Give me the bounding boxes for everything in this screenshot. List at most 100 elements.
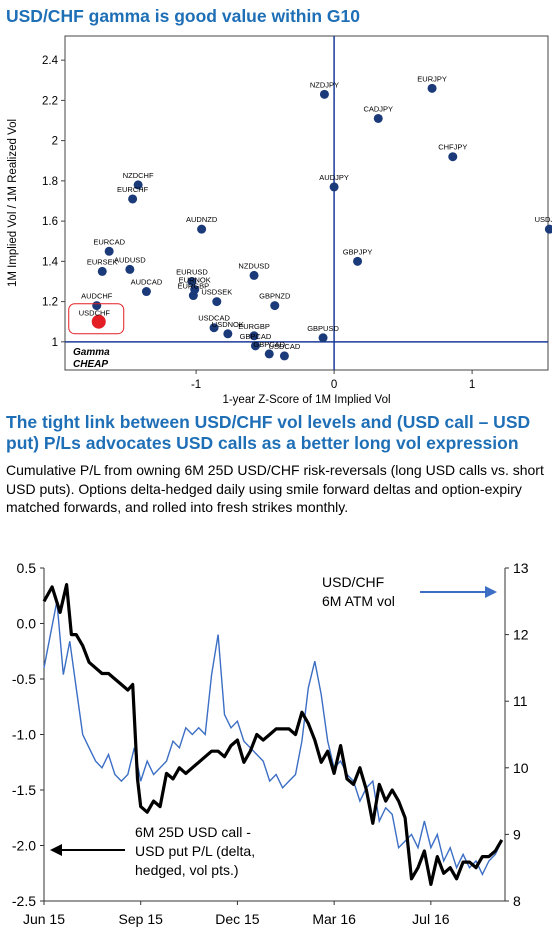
- data-point: [133, 180, 143, 190]
- data-point: [97, 266, 107, 276]
- right-tick-label: 13: [513, 560, 529, 576]
- data-point: [197, 224, 207, 234]
- point-label: USDCHF: [79, 309, 111, 318]
- highlight-box: [68, 303, 125, 335]
- y-tick-label: 2.2: [42, 95, 58, 107]
- y-tick-label: 1.2: [42, 297, 58, 309]
- data-point: [448, 152, 458, 162]
- point-label: EURGBP: [177, 282, 209, 291]
- x-tick-label: 0: [331, 379, 337, 391]
- data-point: [373, 113, 383, 123]
- point-label: USDCAD: [269, 342, 301, 351]
- data-point: [104, 246, 114, 256]
- left-tick-label: 0.0: [17, 616, 37, 632]
- point-label: EURNOK: [179, 276, 211, 285]
- point-label: GBPNZD: [259, 292, 291, 301]
- y-tick-label: 2.4: [42, 55, 59, 67]
- plot-frame: [64, 35, 549, 371]
- series-line-pl: [42, 583, 504, 886]
- x-tick-label: -1: [191, 379, 201, 391]
- data-point: [329, 182, 339, 192]
- point-label: AUDCAD: [131, 278, 163, 287]
- data-point: [319, 89, 329, 99]
- right-tick-label: 12: [513, 627, 529, 643]
- point-label: USDSEK: [201, 288, 232, 297]
- point-label: EURGBP: [238, 322, 270, 331]
- x-axis-label: 1-year Z-Score of 1M Implied Vol: [222, 394, 390, 406]
- point-label: EURCAD: [93, 237, 125, 246]
- point-label: AUDNZD: [186, 215, 218, 224]
- right-tick-label: 8: [513, 893, 521, 909]
- left-tick-label: -1.0: [12, 727, 36, 743]
- data-point: [427, 83, 437, 93]
- line-chart-title: The tight link between USD/CHF vol level…: [6, 412, 531, 453]
- left-tick-label: -2.5: [12, 893, 36, 909]
- y-axis-label: 1M Implied Vol / 1M Realized Vol: [7, 119, 19, 287]
- y-tick-label: 1.4: [42, 256, 59, 268]
- data-point: [187, 276, 197, 286]
- left-tick-label: -0.5: [12, 671, 36, 687]
- x-tick-label: 1: [469, 379, 475, 391]
- pl-arrow-head: [50, 844, 62, 856]
- right-tick-label: 11: [513, 693, 528, 709]
- point-label: GBPCAD: [240, 332, 272, 341]
- y-tick-label: 2: [52, 136, 58, 148]
- vol-arrow-head: [485, 586, 497, 598]
- series-line-vol: [43, 601, 503, 877]
- left-tick-label: 0.5: [17, 560, 37, 576]
- point-label: USDNOK: [212, 320, 244, 329]
- data-point: [223, 329, 233, 339]
- annotation-line: CHEAP: [73, 359, 108, 370]
- right-tick-label: 10: [513, 760, 529, 776]
- x-tick-label: Jun 15: [23, 911, 65, 927]
- x-tick-label: Jul 16: [412, 911, 450, 927]
- left-tick-label: -1.5: [12, 782, 36, 798]
- data-point: [544, 224, 552, 234]
- point-label: GBPJPY: [343, 247, 373, 256]
- data-point: [249, 331, 259, 341]
- data-point: [212, 297, 222, 307]
- point-label: USDCAD: [198, 314, 230, 323]
- annotation-line: Gamma: [73, 347, 110, 358]
- right-tick-label: 9: [513, 826, 521, 842]
- line-chart-description: Cumulative P/L from owning 6M 25D USD/CH…: [6, 462, 544, 515]
- point-label: EURJPY: [417, 74, 447, 83]
- pl-annotation-line: USD put P/L (delta,: [135, 843, 255, 859]
- line-chart: 0.5 0.0 -0.5 -1.0 -1.5 -2.0 -2.5 13 12 11 10 9 8 Jun …: [12, 560, 529, 927]
- point-label: GBPUSD: [307, 324, 339, 333]
- vol-annotation-line: USD/CHF: [322, 574, 384, 590]
- data-point: [125, 264, 135, 274]
- y-tick-label: 1: [52, 337, 58, 349]
- y-tick-label: 1.6: [42, 216, 58, 228]
- data-point: [128, 194, 138, 204]
- data-point: [270, 301, 280, 311]
- point-label: EURSEK: [87, 257, 118, 266]
- data-point: [264, 349, 274, 359]
- data-point: [141, 287, 151, 297]
- highlighted-point: [91, 314, 106, 329]
- x-tick-label: Mar 16: [312, 911, 356, 927]
- left-tick-label: -2.0: [12, 838, 36, 854]
- data-point: [249, 270, 259, 280]
- pl-annotation-line: 6M 25D USD call -: [135, 824, 251, 840]
- point-label: EURUSD: [176, 267, 208, 276]
- data-point: [279, 351, 289, 361]
- point-label: NZDJPY: [310, 80, 339, 89]
- data-point: [318, 333, 328, 343]
- point-label: CHFJPY: [438, 143, 467, 152]
- scatter-chart: 1 1.2 1.4 1.6 1.8 2 2.2 2.4 -1 0 1 1-year Z-Score o…: [7, 35, 552, 406]
- pl-annotation-line: hedged, vol pts.): [135, 862, 239, 878]
- y-tick-label: 1.8: [42, 176, 58, 188]
- x-tick-label: Sep 15: [119, 911, 164, 927]
- point-label: GBPCAD: [253, 340, 285, 349]
- point-label: NZDUSD: [238, 261, 270, 270]
- data-point: [188, 291, 198, 301]
- data-point: [209, 323, 219, 333]
- point-label: EURCHF: [117, 185, 149, 194]
- data-point: [250, 341, 260, 351]
- point-label: CADJPY: [363, 104, 393, 113]
- vol-annotation-line: 6M ATM vol: [322, 593, 395, 609]
- point-label: NZDCHF: [123, 171, 154, 180]
- scatter-chart-title: USD/CHF gamma is good value within G10: [6, 6, 360, 26]
- point-label: AUDCHF: [81, 292, 113, 301]
